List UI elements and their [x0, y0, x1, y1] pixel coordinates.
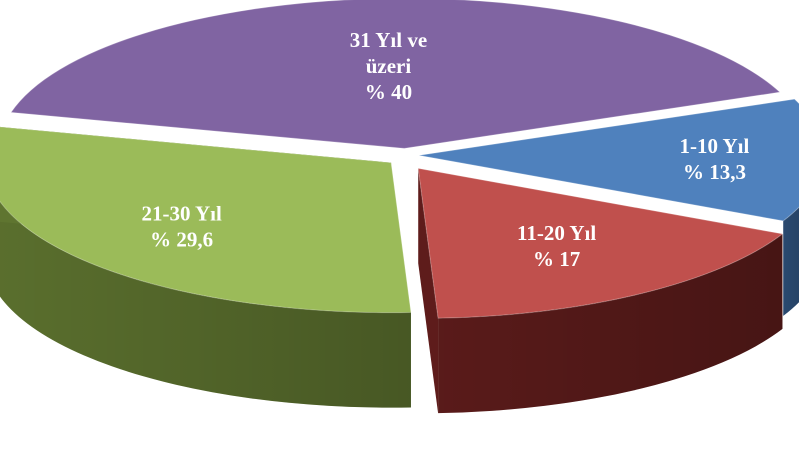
pie-category-label: 21-30 Yıl [142, 202, 222, 226]
pie-slice [0, 126, 412, 314]
pie-slice [10, 0, 781, 149]
pie-category-label: 11-20 Yıl [517, 221, 596, 245]
pie-category-label: 31 Yıl ve [350, 28, 427, 52]
pie-slice [418, 98, 799, 222]
pie-category-label: 1-10 Yıl [680, 134, 750, 158]
pie-value-label: % 13,3 [683, 160, 746, 184]
pie-slice-side-shade [438, 233, 783, 414]
pie-slice-side-shade [783, 207, 799, 316]
pie-value-label: % 40 [365, 80, 412, 104]
pie-category-label: üzeri [366, 54, 412, 78]
pie-slice-cut [418, 168, 439, 414]
pie-value-label: % 17 [533, 247, 580, 271]
pie-slices [0, 0, 799, 319]
pie-value-label: % 29,6 [150, 228, 213, 252]
pie-slice-side-shade [0, 201, 411, 408]
pie-slice [417, 167, 784, 319]
pie-labels: 1-10 Yıl% 13,3 11-20 Yıl% 17 21-30 Yıl% 29… [142, 28, 750, 271]
